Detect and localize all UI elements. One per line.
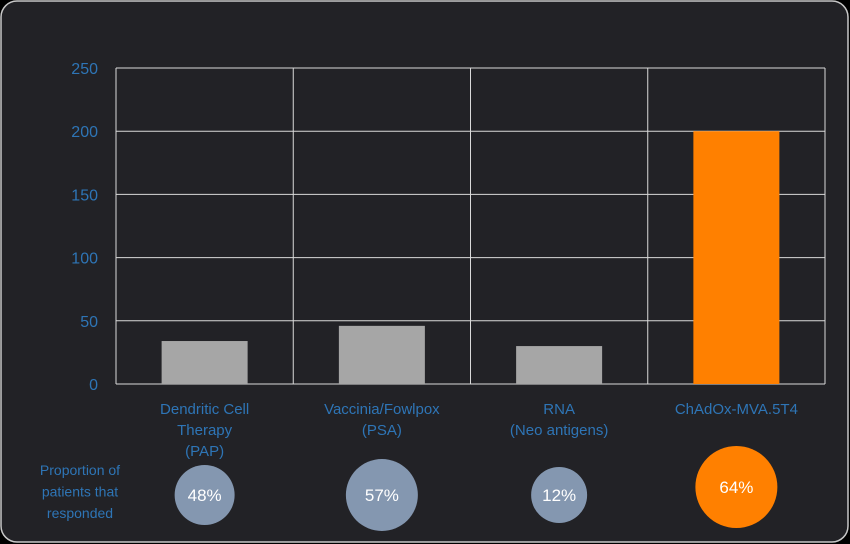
bar [693,131,780,384]
y-axis-ticks: 0 50 100 150 200 250 [71,61,98,394]
y-tick-label: 0 [89,377,98,394]
x-axis-labels: Dendritic Cell Therapy (PAP) Vaccinia/Fowlp… [160,401,798,460]
y-tick-label: 250 [71,61,98,78]
x-tick-label: Vaccinia/Fowlpox (PSA) [324,401,440,439]
response-value: 57% [365,486,399,505]
bar [161,341,248,384]
grid-lines [115,67,826,385]
x-tick-label: ChAdOx-MVA.5T4 [675,401,798,418]
response-bubble [695,446,778,528]
response-bubble [345,459,418,531]
y-tick-label: 150 [71,187,98,204]
response-row-label: Proportion of patients that responded [40,462,120,521]
response-bubble [174,465,235,525]
x-tick-label: RNA (Neo antigens) [510,401,608,439]
bars [161,131,780,384]
y-tick-label: 200 [71,124,98,141]
x-tick-label: Dendritic Cell Therapy (PAP) [160,401,249,460]
response-value: 12% [542,486,576,505]
response-bubble [531,467,588,523]
bar [338,325,425,384]
y-tick-label: 100 [71,251,98,268]
response-value: 48% [188,486,222,505]
response-value: 64% [719,478,753,497]
response-row: Proportion of patients that responded 48% 5… [40,446,778,531]
y-tick-label: 50 [80,314,98,331]
bar [516,346,603,384]
